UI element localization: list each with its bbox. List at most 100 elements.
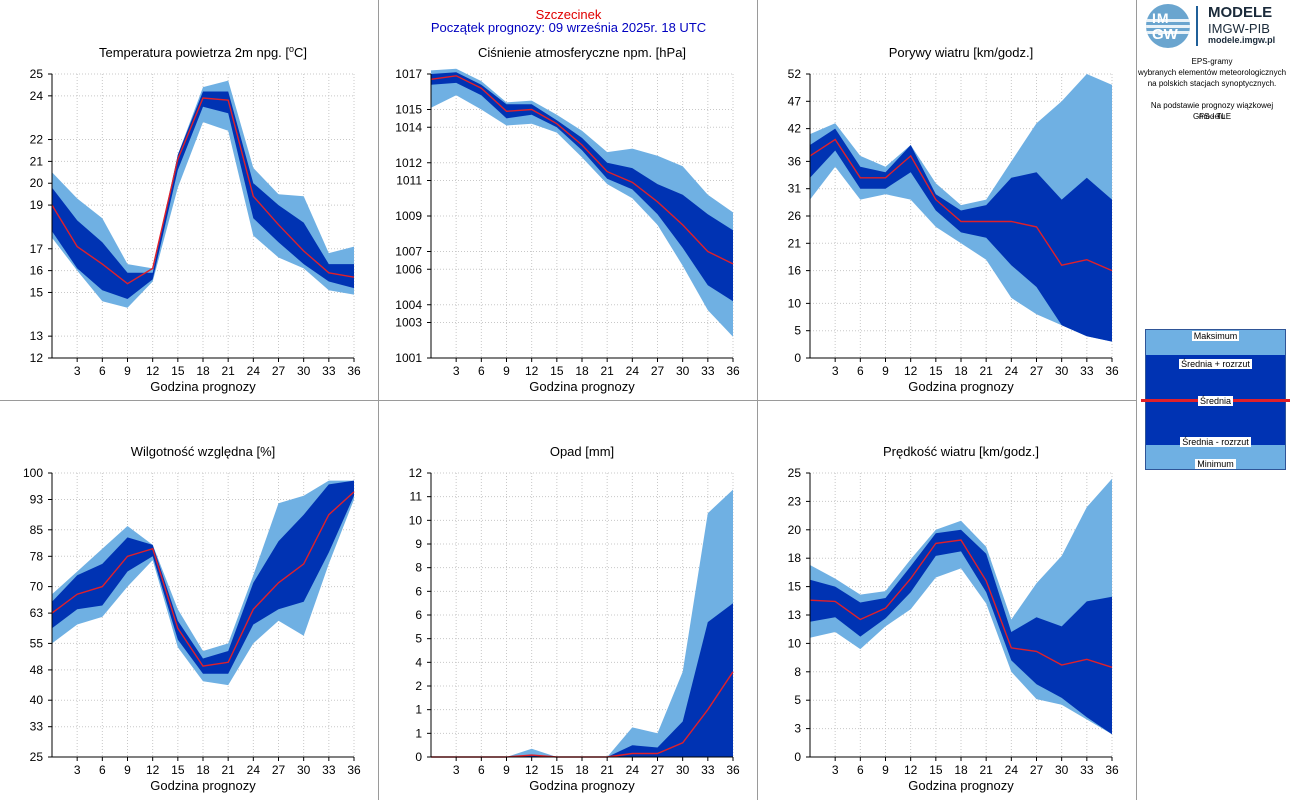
precip-ytick-label: 5 [415,632,422,646]
humidity-mean-line [51,491,355,667]
gusts-ytick-label: 0 [794,351,801,365]
precip-xtick-label: 18 [575,763,589,777]
description-line-3: na polskich stacjach synoptycznych. [1147,79,1277,88]
gusts-ytick-label: 5 [794,324,801,338]
wind-spread-band [810,529,1112,735]
humidity-xtick-label: 18 [196,763,210,777]
wind-xlabel: Godzina prognozy [908,778,1014,793]
pressure-xtick-label: 3 [453,364,460,378]
pressure-xtick-label: 36 [726,364,740,378]
humidity-xtick-label: 15 [171,763,185,777]
pressure-xtick-label: 18 [575,364,589,378]
gusts-xtick-label: 12 [904,364,918,378]
wind-title: Prędkość wiatru [km/godz.] [883,444,1039,459]
humidity-ytick-label: 78 [30,549,44,563]
temperature-ytick-label: 20 [30,176,44,190]
gusts-ytick-label: 21 [788,236,802,250]
humidity-xtick-label: 30 [297,763,311,777]
humidity-ytick-label: 100 [23,466,43,480]
precip-spread-band [431,603,733,757]
logo-circle-top: IM [1152,10,1170,26]
pressure-xlabel: Godzina prognozy [529,379,635,394]
description-line-1: EPS-gramy [1191,57,1233,66]
gusts-ytick-label: 42 [788,122,802,136]
pressure-mean-line [430,75,734,265]
humidity-xtick-label: 3 [74,763,81,777]
wind-ytick-label: 8 [794,665,801,679]
gusts-xtick-label: 30 [1055,364,1069,378]
temperature-ytick-label: 12 [30,351,44,365]
precip-xtick-label: 24 [626,763,640,777]
wind-ytick-label: 13 [788,608,802,622]
pressure-xtick-label: 21 [600,364,614,378]
imgw-logo[interactable]: IM GW MODELE IMGW-PIB modele.imgw.pl [1142,2,1282,48]
gusts-ytick-label: 16 [788,264,802,278]
precip-xtick-label: 27 [651,763,665,777]
pressure-ytick-label: 1017 [395,67,422,81]
wind-xtick-label: 12 [904,763,918,777]
pressure-ytick-label: 1015 [395,103,422,117]
pressure-xtick-label: 6 [478,364,485,378]
pressure-ytick-label: 1012 [395,156,422,170]
legend: Maksimum Średnia + rozrzut Średnia Średn… [1141,329,1290,470]
wind-xtick-label: 30 [1055,763,1069,777]
wind-ytick-label: 23 [788,494,802,508]
wind-ytick-label: 3 [794,722,801,736]
gusts-title: Porywy wiatru [km/godz.] [889,45,1034,60]
wind-xtick-label: 15 [929,763,943,777]
pressure-xtick-label: 12 [525,364,539,378]
temperature-ytick-label: 19 [30,198,44,212]
description-line-5: Na podstawie prognozy wiązkowej modelu [1150,101,1274,121]
pressure-xtick-label: 30 [676,364,690,378]
legend-mean-plus-label: Średnia + rozrzut [1179,359,1252,369]
forecast-start: Początek prognozy: 09 września 2025r. 18… [430,20,707,35]
temperature-xtick-label: 3 [74,364,81,378]
precip-title: Opad [mm] [550,444,614,459]
pressure-xtick-label: 15 [550,364,564,378]
gusts-xtick-label: 27 [1030,364,1044,378]
temperature-xtick-label: 15 [171,364,185,378]
humidity-ytick-label: 63 [30,606,44,620]
gusts-spread-band [810,128,1112,342]
wind-ytick-label: 0 [794,750,801,764]
precip-xtick-label: 21 [600,763,614,777]
wind-mean-line [809,539,1113,668]
logo-website[interactable]: modele.imgw.pl [1208,35,1276,45]
humidity-ytick-label: 33 [30,720,44,734]
humidity-ytick-label: 40 [30,693,44,707]
temperature-xtick-label: 33 [322,364,336,378]
humidity-xtick-label: 6 [99,763,106,777]
legend-min-label: Minimum [1195,459,1236,469]
humidity-xtick-label: 24 [247,763,261,777]
precip-xtick-label: 9 [503,763,510,777]
wind-xtick-label: 6 [857,763,864,777]
precip-xtick-label: 36 [726,763,740,777]
legend-max-label: Maksimum [1191,331,1240,341]
temperature-xtick-label: 9 [124,364,131,378]
wind-ytick-label: 18 [788,551,802,565]
gusts-xtick-label: 15 [929,364,943,378]
temperature-ytick-label: 15 [30,285,44,299]
humidity-xtick-label: 21 [221,763,235,777]
humidity-envelope-band [52,480,354,686]
wind-ytick-label: 20 [788,523,802,537]
description-line-6: GFS - TLE [1192,112,1232,121]
precip-ytick-label: 11 [410,490,423,504]
pressure-ytick-label: 1004 [395,298,422,312]
wind-ytick-label: 5 [794,693,801,707]
precip-ytick-label: 10 [409,513,423,527]
imgw-globe-icon: IM GW [1146,4,1190,48]
precip-ytick-label: 6 [415,608,422,622]
wind-xtick-label: 3 [832,763,839,777]
legend-mean-label: Średnia [1197,396,1234,406]
temperature-ytick-label: 17 [30,242,44,256]
temperature-ytick-label: 16 [30,264,44,278]
temperature-xtick-label: 27 [272,364,286,378]
description-line-2: wybranych elementów meteorologicznych [1137,68,1287,77]
gusts-xtick-label: 33 [1080,364,1094,378]
temperature-xtick-label: 6 [99,364,106,378]
gusts-ytick-label: 52 [788,67,802,81]
